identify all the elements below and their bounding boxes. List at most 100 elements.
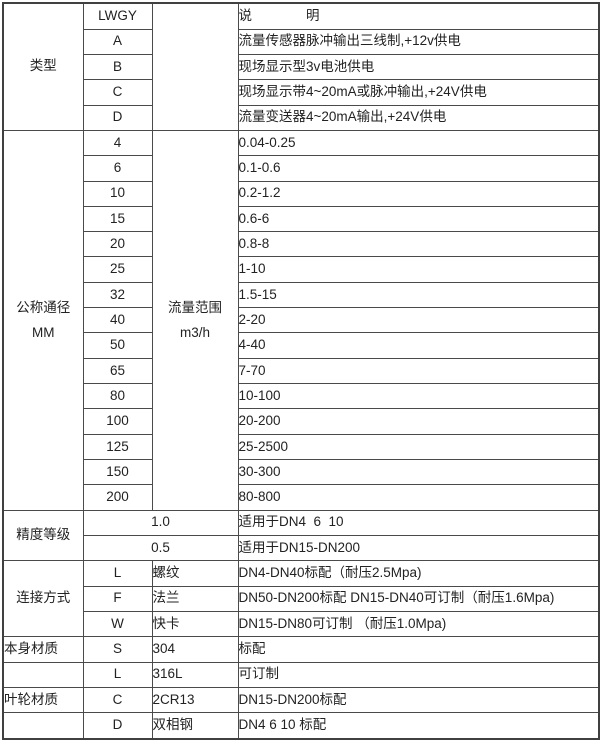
flow-range-value: 7-70 [237, 357, 600, 385]
accuracy-value: 1.0 [82, 509, 239, 537]
flow-range-value: 25-2500 [237, 433, 600, 461]
dn-value: 32 [82, 281, 153, 309]
impeller-material-desc: DN15-DN200标配 [237, 687, 600, 714]
table-row: A 流量传感器脉冲输出三线制,+12v供电 [3, 28, 600, 55]
impeller-material-code: C [82, 687, 153, 714]
flow-range-value: 0.1-0.6 [237, 155, 600, 182]
table-row: 10 0.2-1.2 [3, 180, 600, 207]
impeller-material-name: 316L [151, 661, 239, 689]
connection-section-label: 连接方式 [2, 560, 84, 638]
type-code: B [82, 53, 153, 81]
body-material-desc: 标配 [237, 636, 600, 663]
dn-value: 150 [82, 459, 153, 486]
table-row: 类型 LWGY 说 明 [2, 2, 600, 131]
table-row: 150 30-300 [3, 459, 600, 486]
connection-desc: DN15-DN80可订制 （耐压1.0Mpa) [237, 611, 600, 638]
table-row: L 316L 可订制 [2, 661, 600, 689]
impeller-material-name: 2CR13 [151, 687, 239, 714]
connection-code: F [82, 585, 153, 613]
diameter-label-line1: 公称通径 [16, 300, 71, 316]
table-row: D 双相钢 DN4 6 10 标配 [2, 712, 600, 740]
connection-desc: DN50-DN200标配 DN15-DN40可订制（耐压1.6Mpa) [237, 585, 600, 613]
type-section-label: 类型 [2, 2, 84, 131]
body-material-section-label: 本身材质 [2, 636, 84, 663]
table-row: 80 10-100 [3, 383, 600, 410]
type-code: A [82, 28, 153, 55]
impeller-material-name: 双相钢 [151, 712, 239, 740]
flow-range-value: 2-20 [237, 307, 600, 334]
table-row: 叶轮材质 C 2CR13 DN15-DN200标配 [2, 687, 600, 714]
accuracy-section-label: 精度等级 [2, 509, 84, 562]
empty-middle-cell [151, 2, 239, 131]
type-desc: 现场显示带4~20mA或脉冲输出,+24V供电 [237, 79, 600, 106]
flow-range-value: 0.04-0.25 [237, 129, 600, 157]
table-row: F 法兰 DN50-DN200标配 DN15-DN40可订制（耐压1.6Mpa) [3, 585, 600, 613]
table-row: 50 4-40 [3, 332, 600, 359]
table-row: 20 0.8-8 [3, 231, 600, 258]
impeller-material-desc: 可订制 [237, 661, 600, 689]
connection-desc: DN4-DN40标配（耐压2.5Mpa) [237, 560, 600, 587]
connection-name: 快卡 [151, 611, 239, 638]
type-code: C [82, 79, 153, 106]
body-material-code: S [82, 636, 153, 663]
flow-range-column-label: 流量范围 m3/h [151, 129, 239, 511]
flow-range-value: 20-200 [237, 408, 600, 435]
connection-name: 螺纹 [151, 560, 239, 587]
table-row: 精度等级 1.0 适用于DN4 6 10 [2, 509, 600, 562]
accuracy-desc: 适用于DN15-DN200 [237, 535, 600, 562]
model-code-header: LWGY [82, 2, 153, 30]
impeller-material-desc: DN4 6 10 标配 [237, 712, 600, 740]
flow-range-value: 30-300 [237, 459, 600, 486]
dn-value: 200 [82, 484, 153, 511]
impeller-material-code: D [82, 712, 153, 740]
table-row: 100 20-200 [3, 408, 600, 435]
type-desc: 流量变送器4~20mA输出,+24V供电 [237, 104, 600, 131]
table-row: 0.5 适用于DN15-DN200 [3, 535, 600, 562]
connection-name: 法兰 [151, 585, 239, 613]
table-row: 6 0.1-0.6 [3, 155, 600, 182]
description-header: 说 明 [237, 2, 600, 30]
dn-value: 125 [82, 433, 153, 461]
flow-range-value: 80-800 [237, 484, 600, 511]
flow-range-value: 4-40 [237, 332, 600, 359]
dn-value: 15 [82, 205, 153, 233]
flow-range-value: 1.5-15 [237, 281, 600, 309]
table-row: 200 80-800 [3, 484, 600, 511]
connection-code: W [82, 611, 153, 638]
type-desc: 现场显示型3v电池供电 [237, 53, 600, 81]
table-row: 连接方式 L 螺纹 DN4-DN40标配（耐压2.5Mpa) [2, 560, 600, 638]
dn-value: 80 [82, 383, 153, 410]
dn-value: 4 [82, 129, 153, 157]
accuracy-desc: 适用于DN4 6 10 [237, 509, 600, 537]
empty-label-cell [2, 661, 84, 689]
dn-value: 6 [82, 155, 153, 182]
body-material-name: 304 [151, 636, 239, 663]
flow-range-value: 0.2-1.2 [237, 180, 600, 207]
type-code: D [82, 104, 153, 131]
diameter-label-line2: MM [32, 325, 55, 341]
dn-value: 40 [82, 307, 153, 334]
dn-value: 100 [82, 408, 153, 435]
table-row: 25 1-10 [3, 256, 600, 283]
flow-range-value: 0.8-8 [237, 231, 600, 258]
table-row: 125 25-2500 [3, 433, 600, 461]
table-row: 公称通径 MM 4 流量范围 m3/h 0.04-0.25 [2, 129, 600, 511]
dn-value: 25 [82, 256, 153, 283]
dn-value: 20 [82, 231, 153, 258]
empty-label-cell [2, 712, 84, 740]
diameter-section-label: 公称通径 MM [2, 129, 84, 511]
impeller-material-section-label: 叶轮材质 [2, 687, 84, 714]
accuracy-value: 0.5 [82, 535, 239, 562]
table-row: 本身材质 S 304 标配 [2, 636, 600, 663]
flow-range-value: 10-100 [237, 383, 600, 410]
table-row: W 快卡 DN15-DN80可订制 （耐压1.0Mpa) [3, 611, 600, 638]
table-row: 15 0.6-6 [3, 205, 600, 233]
table-row: 65 7-70 [3, 357, 600, 385]
flow-range-label-line1: 流量范围 [168, 300, 222, 316]
connection-code: L [82, 560, 153, 587]
type-desc: 流量传感器脉冲输出三线制,+12v供电 [237, 28, 600, 55]
table-row: B 现场显示型3v电池供电 [3, 53, 600, 81]
table-row: 32 1.5-15 [3, 281, 600, 309]
flow-range-value: 1-10 [237, 256, 600, 283]
